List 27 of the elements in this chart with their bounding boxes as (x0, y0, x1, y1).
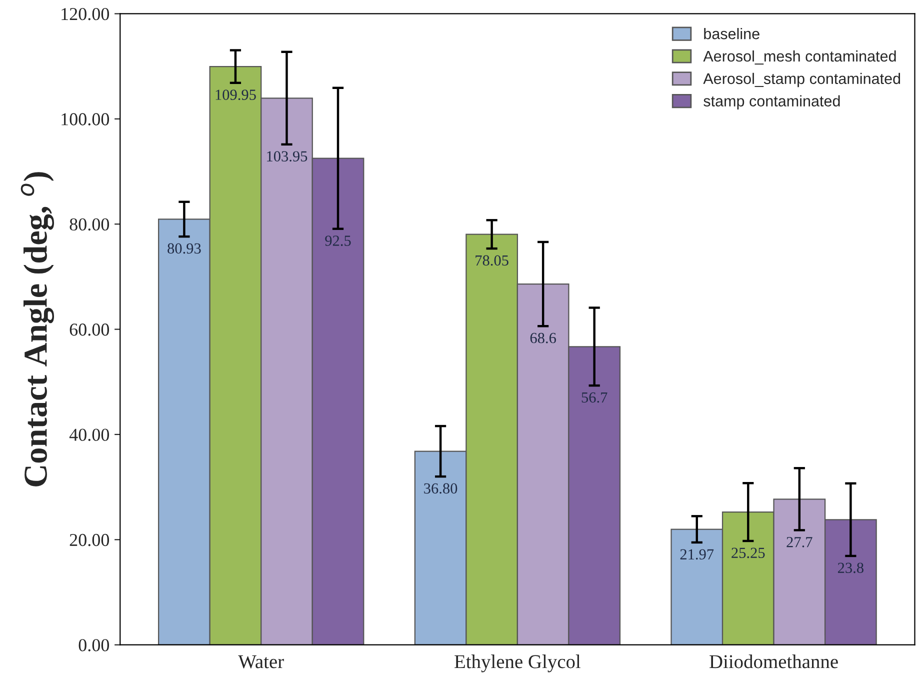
data-label: 21.97 (680, 549, 714, 560)
data-label: 92.5 (325, 236, 351, 246)
data-label: 56.7 (582, 392, 608, 403)
x-tick-label: Diiodomethanne (710, 654, 838, 668)
y-tick-label: 80.00 (70, 218, 110, 231)
y-tick-label: 120.00 (62, 8, 110, 20)
y-tick-label: 20.00 (70, 534, 110, 546)
data-label: 25.25 (732, 548, 765, 558)
x-tick-label: Ethylene Glycol (454, 654, 580, 672)
y-tick-label: 100.00 (62, 113, 110, 126)
data-label: 68.6 (530, 332, 556, 344)
data-label: 27.7 (786, 536, 812, 548)
legend-label: stamp contaminated (704, 95, 840, 110)
y-axis-title: Contact Angle (deg, $^{o}$) (20, 172, 54, 486)
data-label: 80.93 (168, 243, 201, 254)
y-tick-label: 60.00 (70, 324, 110, 336)
data-label: 23.8 (838, 562, 864, 574)
legend-label: Aerosol_stamp contaminated (703, 72, 900, 88)
y-tick-label: 0.00 (78, 639, 110, 652)
data-label: 36.80 (424, 483, 458, 494)
y-tick-label: 40.00 (69, 428, 110, 441)
data-label: 78.05 (476, 255, 508, 266)
data-label: 109.95 (216, 90, 256, 100)
legend-label: baseline (704, 28, 760, 40)
legend-label: Aerosol_mesh contaminated (703, 50, 896, 65)
data-label: 103.95 (267, 151, 308, 162)
x-tick-label: Water (238, 655, 284, 668)
